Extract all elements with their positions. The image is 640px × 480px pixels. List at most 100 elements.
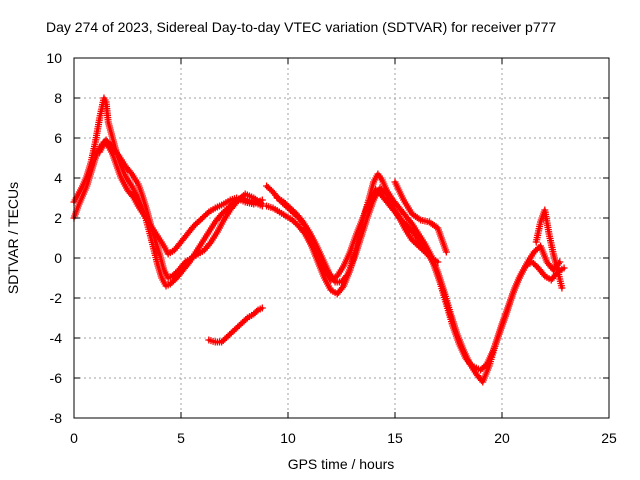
data-point: [424, 251, 432, 259]
y-tick-label: -8: [50, 410, 63, 426]
data-point: [288, 216, 296, 224]
data-point: [253, 307, 261, 315]
data-point: [421, 248, 429, 256]
x-tick-label: 0: [70, 430, 78, 446]
data-point: [172, 269, 180, 277]
data-point: [198, 214, 206, 222]
data-point: [264, 184, 272, 191]
y-tick-label: -4: [50, 330, 63, 346]
data-point: [170, 271, 178, 278]
data-point: [283, 201, 291, 209]
data-point: [480, 363, 488, 371]
data-point: [219, 337, 227, 344]
data-point: [240, 317, 248, 325]
data-point: [231, 326, 238, 334]
data-series-track-g: [273, 184, 442, 286]
data-point: [218, 210, 226, 218]
data-point: [434, 258, 442, 266]
data-point: [227, 329, 235, 337]
data-point: [531, 261, 539, 269]
data-point: [222, 334, 230, 341]
y-tick-label: 4: [54, 170, 62, 186]
data-point: [410, 238, 418, 245]
data-point: [239, 319, 247, 326]
data-series-track-c: [96, 136, 266, 282]
data-point: [533, 245, 541, 253]
data-point: [258, 200, 266, 208]
data-point: [170, 277, 178, 285]
data-point: [558, 284, 566, 292]
data-point: [291, 219, 299, 227]
y-tick-label: 10: [46, 50, 62, 66]
data-point: [202, 211, 210, 219]
y-tick-label: 6: [54, 130, 62, 146]
data-point: [263, 182, 271, 190]
y-tick-label: -2: [50, 290, 63, 306]
data-point: [281, 200, 289, 207]
x-tick-label: 25: [601, 430, 617, 446]
data-point: [407, 218, 415, 226]
data-point: [343, 272, 351, 280]
y-tick-label: 8: [54, 90, 62, 106]
data-point: [285, 203, 293, 210]
data-point: [288, 206, 296, 213]
data-point: [419, 247, 427, 254]
data-point: [289, 207, 297, 215]
data-point: [560, 264, 568, 272]
data-point: [280, 198, 288, 206]
data-point: [114, 150, 122, 158]
data-point: [426, 253, 434, 260]
data-point: [415, 242, 423, 250]
data-point: [532, 247, 540, 254]
x-tick-label: 10: [280, 430, 296, 446]
data-point: [234, 323, 242, 331]
y-tick-label: 0: [54, 250, 62, 266]
data-point: [126, 168, 134, 176]
y-axis-title: SDTVAR / TECUs: [5, 182, 21, 294]
data-point: [203, 210, 211, 217]
data-point: [258, 304, 266, 312]
data-point: [418, 245, 426, 253]
data-point: [218, 338, 226, 346]
data-series-track-d: [205, 304, 266, 346]
y-tick-label: 2: [54, 210, 62, 226]
data-point: [168, 279, 176, 286]
data-series-track-h: [532, 206, 566, 292]
data-point: [168, 272, 176, 280]
data-point: [224, 332, 232, 340]
data-point: [298, 216, 306, 224]
data-point: [166, 280, 174, 288]
data-point: [376, 184, 384, 192]
data-point: [286, 204, 294, 212]
data-layer: [70, 94, 568, 386]
data-point: [206, 240, 214, 248]
data-point: [226, 331, 234, 338]
data-point: [235, 322, 243, 329]
data-point: [338, 284, 346, 292]
data-point: [530, 248, 538, 256]
chart-title: Day 274 of 2023, Sidereal Day-to-day VTE…: [46, 19, 556, 35]
data-series-track-i: [391, 178, 450, 256]
data-point: [411, 239, 419, 247]
data-point: [231, 200, 239, 208]
ticks: 0 5 10 15 20 25 -8 -6 -4 -2 0 2 4 6 8 10: [46, 50, 617, 446]
data-point: [378, 186, 386, 193]
data-point: [189, 224, 197, 232]
data-point: [237, 320, 245, 328]
data-point: [221, 335, 229, 343]
data-point: [266, 185, 274, 193]
data-point: [232, 325, 240, 332]
data-point: [416, 244, 424, 251]
data-point: [477, 366, 485, 374]
data-point: [379, 187, 387, 195]
data-point: [200, 213, 208, 220]
data-point: [413, 241, 421, 248]
data-point: [290, 218, 298, 225]
data-point: [530, 260, 538, 267]
x-tick-label: 15: [387, 430, 403, 446]
grid: [74, 58, 609, 418]
data-point: [242, 316, 250, 323]
